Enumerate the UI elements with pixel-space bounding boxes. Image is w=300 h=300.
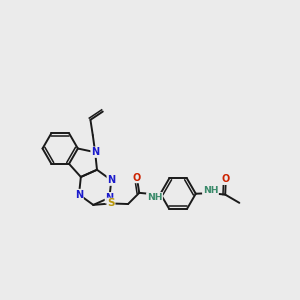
Text: N: N	[105, 193, 113, 203]
Text: NH: NH	[203, 186, 218, 195]
Text: N: N	[91, 147, 99, 157]
Text: S: S	[107, 198, 115, 208]
Text: O: O	[133, 172, 141, 182]
Text: NH: NH	[147, 193, 162, 202]
Text: N: N	[75, 190, 83, 200]
Text: N: N	[107, 175, 115, 185]
Text: O: O	[222, 174, 230, 184]
